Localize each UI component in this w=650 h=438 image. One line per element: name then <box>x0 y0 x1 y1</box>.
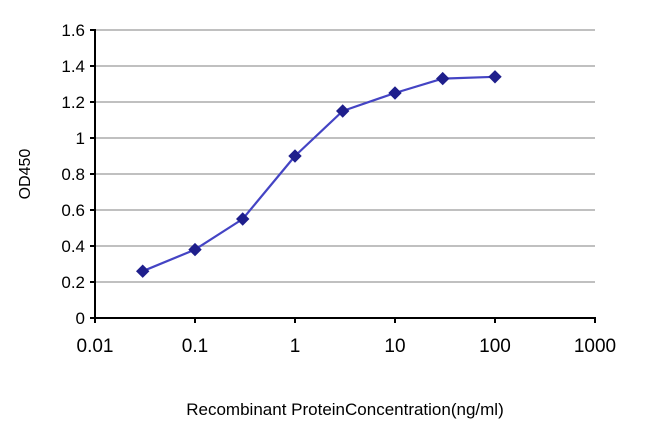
data-point-marker <box>188 242 202 257</box>
x-tick-label: 0.1 <box>182 336 208 357</box>
x-tick-label: 1000 <box>574 336 616 357</box>
data-point-marker <box>388 86 402 100</box>
series-line <box>141 75 497 273</box>
tick-label-layer: 0 0.2 0.4 0.6 0.8 1 1.2 1.4 1.6 0.01 0.1 1 10 100 1000 <box>61 21 616 357</box>
data-point-marker <box>288 149 302 163</box>
x-axis-title: Recombinant ProteinConcentration(ng/ml) <box>186 400 504 419</box>
x-tick-label: 0.01 <box>77 336 114 357</box>
data-point-marker <box>488 70 502 84</box>
data-point-marker <box>136 264 150 278</box>
y-tick-label: 0.8 <box>61 165 85 184</box>
y-tick-label: 0.4 <box>61 237 85 256</box>
x-tick-label: 1 <box>290 336 301 357</box>
y-axis-title: OD450 <box>17 149 34 200</box>
y-tick-label: 1.2 <box>61 93 85 112</box>
series-layer <box>136 70 502 278</box>
data-point-marker <box>336 104 350 118</box>
y-tick-label: 1.4 <box>61 57 85 76</box>
data-point-marker <box>436 71 450 86</box>
data-point-marker <box>236 212 250 226</box>
x-tick-label: 100 <box>479 336 511 357</box>
y-tick-label: 0.2 <box>61 273 85 292</box>
grid-layer <box>95 29 595 283</box>
y-tick-label: 0 <box>76 309 85 328</box>
axis-layer <box>90 29 596 323</box>
y-tick-label: 1 <box>76 129 85 148</box>
y-tick-label: 0.6 <box>61 201 85 220</box>
y-tick-label: 1.6 <box>61 21 85 40</box>
x-tick-label: 10 <box>384 336 405 357</box>
